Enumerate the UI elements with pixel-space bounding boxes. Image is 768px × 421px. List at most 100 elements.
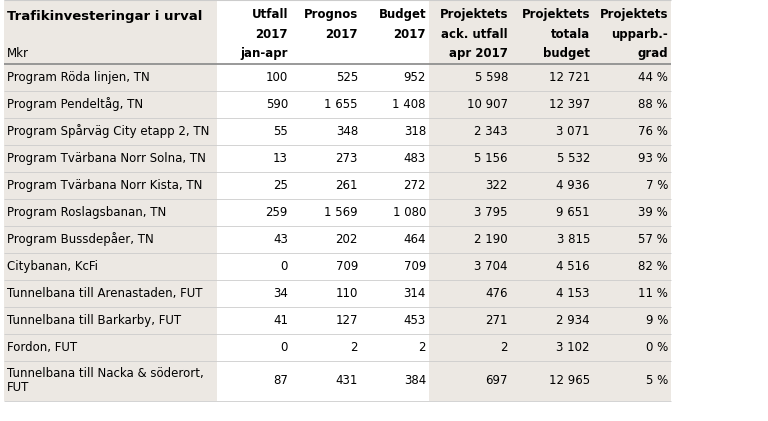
Text: 314: 314 [404, 287, 426, 300]
Text: Program Tvärbana Norr Kista, TN: Program Tvärbana Norr Kista, TN [7, 179, 203, 192]
Bar [217, 334, 429, 361]
Text: Trafikinvesteringar i urval: Trafikinvesteringar i urval [7, 10, 203, 23]
Text: 12 965: 12 965 [549, 375, 590, 387]
Text: 0 %: 0 % [646, 341, 668, 354]
Text: upparb.-: upparb.- [611, 28, 668, 41]
Text: 590: 590 [266, 98, 288, 111]
Text: 3 102: 3 102 [557, 341, 590, 354]
Text: Projektets: Projektets [439, 8, 508, 21]
Bar [217, 199, 429, 226]
Text: 1 655: 1 655 [325, 98, 358, 111]
Text: 110: 110 [336, 287, 358, 300]
Text: 12 397: 12 397 [549, 98, 590, 111]
Text: Program Roslagsbanan, TN: Program Roslagsbanan, TN [7, 206, 166, 219]
Text: Fordon, FUT: Fordon, FUT [7, 341, 77, 354]
Text: 525: 525 [336, 71, 358, 84]
Text: 41: 41 [273, 314, 288, 327]
Text: 5 598: 5 598 [475, 71, 508, 84]
Text: 2: 2 [419, 341, 426, 354]
Text: 43: 43 [273, 233, 288, 246]
Bar [4, 253, 217, 280]
Bar [4, 199, 217, 226]
Text: 709: 709 [404, 260, 426, 273]
Text: 1 080: 1 080 [392, 206, 426, 219]
Bar [429, 226, 671, 253]
Bar [429, 118, 671, 145]
Text: 0: 0 [280, 341, 288, 354]
Text: 2017: 2017 [256, 28, 288, 41]
Text: 697: 697 [485, 375, 508, 387]
Text: 55: 55 [273, 125, 288, 138]
Text: 2: 2 [501, 341, 508, 354]
Text: 273: 273 [336, 152, 358, 165]
Text: Program Pendeltåg, TN: Program Pendeltåg, TN [7, 98, 143, 112]
Text: Program Spårväg City etapp 2, TN: Program Spårväg City etapp 2, TN [7, 125, 210, 139]
Text: 2017: 2017 [393, 28, 426, 41]
Text: 2 343: 2 343 [475, 125, 508, 138]
Text: 2 934: 2 934 [556, 314, 590, 327]
Text: 476: 476 [485, 287, 508, 300]
Text: 5 %: 5 % [646, 375, 668, 387]
Text: Program Röda linjen, TN: Program Röda linjen, TN [7, 71, 150, 84]
Bar [429, 361, 671, 401]
Bar [4, 334, 217, 361]
Text: 3 795: 3 795 [475, 206, 508, 219]
Text: 1 569: 1 569 [324, 206, 358, 219]
Bar [217, 64, 429, 91]
Text: 100: 100 [266, 71, 288, 84]
Text: 3 815: 3 815 [557, 233, 590, 246]
Text: 4 153: 4 153 [557, 287, 590, 300]
Text: 202: 202 [336, 233, 358, 246]
Bar [4, 145, 217, 172]
Text: Tunnelbana till Barkarby, FUT: Tunnelbana till Barkarby, FUT [7, 314, 181, 327]
Text: 4 936: 4 936 [556, 179, 590, 192]
Text: 12 721: 12 721 [549, 71, 590, 84]
Text: 318: 318 [404, 125, 426, 138]
Text: Projektets: Projektets [600, 8, 668, 21]
Text: 271: 271 [485, 314, 508, 327]
Text: 9 %: 9 % [646, 314, 668, 327]
Text: 952: 952 [404, 71, 426, 84]
Text: budget: budget [543, 47, 590, 60]
Bar [429, 307, 671, 334]
Text: 7 %: 7 % [646, 179, 668, 192]
Bar [217, 280, 429, 307]
Bar [4, 118, 217, 145]
Text: jan-apr: jan-apr [240, 47, 288, 60]
Text: 10 907: 10 907 [467, 98, 508, 111]
Bar [217, 91, 429, 118]
Text: 1 408: 1 408 [392, 98, 426, 111]
Bar [4, 172, 217, 199]
Text: Utfall: Utfall [251, 8, 288, 21]
Text: 44 %: 44 % [638, 71, 668, 84]
Bar [217, 0, 429, 64]
Text: 384: 384 [404, 375, 426, 387]
Text: Program Bussdepåer, TN: Program Bussdepåer, TN [7, 232, 154, 246]
Text: 34: 34 [273, 287, 288, 300]
Text: 261: 261 [336, 179, 358, 192]
Bar [217, 361, 429, 401]
Bar [4, 0, 671, 64]
Text: 93 %: 93 % [638, 152, 668, 165]
Text: Tunnelbana till Nacka & söderort,: Tunnelbana till Nacka & söderort, [7, 367, 204, 380]
Text: 127: 127 [336, 314, 358, 327]
Bar [217, 145, 429, 172]
Bar [4, 64, 217, 91]
Bar [4, 361, 217, 401]
Text: Projektets: Projektets [521, 8, 590, 21]
Text: 2017: 2017 [326, 28, 358, 41]
Text: 57 %: 57 % [638, 233, 668, 246]
Bar [429, 64, 671, 91]
Text: Citybanan, KcFi: Citybanan, KcFi [7, 260, 98, 273]
Text: Tunnelbana till Arenastaden, FUT: Tunnelbana till Arenastaden, FUT [7, 287, 203, 300]
Text: Prognos: Prognos [304, 8, 358, 21]
Text: 3 704: 3 704 [475, 260, 508, 273]
Text: 88 %: 88 % [638, 98, 668, 111]
Bar [4, 280, 217, 307]
Text: 709: 709 [336, 260, 358, 273]
Text: 13: 13 [273, 152, 288, 165]
Text: 4 516: 4 516 [556, 260, 590, 273]
Text: 453: 453 [404, 314, 426, 327]
Text: 259: 259 [266, 206, 288, 219]
Text: 76 %: 76 % [638, 125, 668, 138]
